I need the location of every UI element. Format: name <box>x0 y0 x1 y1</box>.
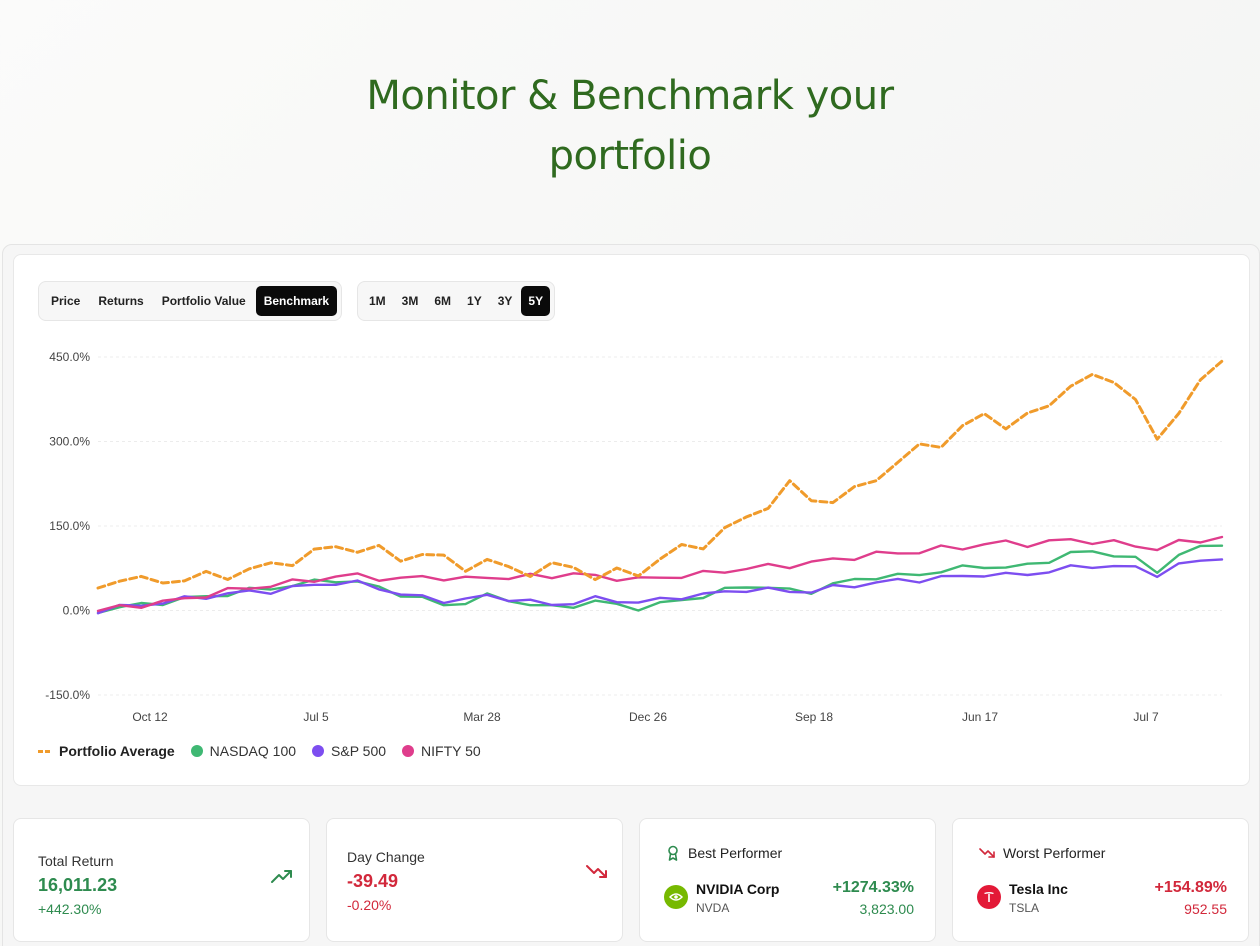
stat-label: Day Change <box>347 849 425 865</box>
stock-ticker: TSLA <box>1009 901 1040 915</box>
series-line-portfolio-average <box>96 359 1224 590</box>
legend-label: Portfolio Average <box>59 743 175 759</box>
stat-value: -39.49 <box>347 871 399 891</box>
range-5y[interactable]: 5Y <box>521 286 551 316</box>
stat-label: Best Performer <box>688 845 783 861</box>
dot-icon <box>402 745 415 757</box>
dot-icon <box>190 745 203 757</box>
x-tick-label: Sep 18 <box>795 710 833 724</box>
x-tick-label: Dec 26 <box>629 710 667 724</box>
best-performer-row[interactable]: NVIDIA Corp NVDA +1274.33% 3,823.00 <box>664 879 915 917</box>
day-change-card: Day Change -39.49 -0.20% <box>326 818 623 942</box>
legend-nifty-50[interactable]: NIFTY 50 <box>402 743 481 759</box>
stat-percent: +442.30% <box>38 901 102 917</box>
trending-down-icon <box>586 865 607 878</box>
award-icon <box>668 845 678 861</box>
x-tick-label: Jun 17 <box>962 710 998 724</box>
worst-performer-row[interactable]: Tesla Inc TSLA +154.89% 952.55 <box>977 879 1227 917</box>
x-tick-label: Mar 28 <box>463 710 501 724</box>
legend-sp-500[interactable]: S&P 500 <box>312 743 386 759</box>
benchmark-line-chart: 450.0% 300.0% 150.0% 0.0% -150.0% Oct 12 Jul 5… <box>45 350 1224 724</box>
stat-percent: -0.20% <box>347 897 392 913</box>
tab-returns[interactable]: Returns <box>98 294 144 308</box>
stock-percent: +154.89% <box>1154 879 1227 896</box>
stock-ticker: NVDA <box>696 901 730 915</box>
legend-label: S&P 500 <box>331 743 387 759</box>
dot-icon <box>312 745 325 757</box>
best-performer-header: Best Performer <box>666 845 782 861</box>
chart-legend: Portfolio Average NASDAQ 100 S&P 500 NIF… <box>38 743 481 759</box>
y-tick-label: 150.0% <box>49 519 90 533</box>
benchmark-chart-card: Price Returns Portfolio Value Benchmark … <box>13 254 1250 786</box>
y-tick-label: 0.0% <box>63 604 91 618</box>
tab-benchmark[interactable]: Benchmark <box>255 286 338 316</box>
legend-label: NASDAQ 100 <box>209 743 297 759</box>
range-6m[interactable]: 6M <box>434 294 452 308</box>
range-3y[interactable]: 3Y <box>497 294 513 308</box>
trending-up-icon <box>271 870 292 883</box>
total-return-card: Total Return 16,011.23 +442.30% <box>13 818 310 942</box>
tab-portfolio-value[interactable]: Portfolio Value <box>161 294 246 308</box>
worst-performer-card: Worst Performer Tesla Inc TSLA +154.89% … <box>952 818 1249 942</box>
stat-label: Worst Performer <box>1003 845 1106 861</box>
stat-label: Total Return <box>38 853 114 869</box>
stat-value: 16,011.23 <box>38 875 118 895</box>
view-tabs: Price Returns Portfolio Value Benchmark <box>38 281 343 321</box>
title-line-1: Monitor & Benchmark your <box>366 73 894 119</box>
worst-performer-header: Worst Performer <box>979 845 1105 861</box>
trending-down-icon <box>979 848 995 858</box>
tesla-logo-icon <box>977 885 1001 909</box>
series-line-nasdaq-100 <box>96 544 1224 615</box>
x-tick-label: Oct 12 <box>132 710 168 724</box>
stock-name: Tesla Inc <box>1009 881 1068 897</box>
title-line-2: portfolio <box>548 133 712 179</box>
stock-name: NVIDIA Corp <box>696 881 780 897</box>
stock-percent: +1274.33% <box>832 879 914 896</box>
best-performer-card: Best Performer NVIDIA Corp NVDA +1274.33… <box>639 818 936 942</box>
series-line-nifty-50 <box>96 535 1224 613</box>
range-1m[interactable]: 1M <box>369 294 386 308</box>
legend-label: NIFTY 50 <box>421 743 481 759</box>
page-title: Monitor & Benchmark your portfolio <box>0 66 1260 186</box>
series-line-s-p-500 <box>96 558 1224 615</box>
y-tick-label: 300.0% <box>49 435 90 449</box>
legend-portfolio-average[interactable]: Portfolio Average <box>38 743 175 759</box>
range-3m[interactable]: 3M <box>401 294 419 308</box>
stock-value: 952.55 <box>1184 901 1227 917</box>
x-tick-label: Jul 7 <box>1133 710 1159 724</box>
y-tick-label: -150.0% <box>45 688 90 702</box>
range-1y[interactable]: 1Y <box>467 294 482 308</box>
dashed-line-icon <box>38 749 52 753</box>
nvidia-logo-icon <box>664 885 688 909</box>
x-tick-label: Jul 5 <box>303 710 329 724</box>
y-tick-label: 450.0% <box>49 350 90 364</box>
tab-price[interactable]: Price <box>51 294 81 308</box>
legend-nasdaq-100[interactable]: NASDAQ 100 <box>190 743 297 759</box>
range-tabs: 1M 3M 6M 1Y 3Y 5Y <box>357 281 556 321</box>
stock-value: 3,823.00 <box>859 901 915 917</box>
